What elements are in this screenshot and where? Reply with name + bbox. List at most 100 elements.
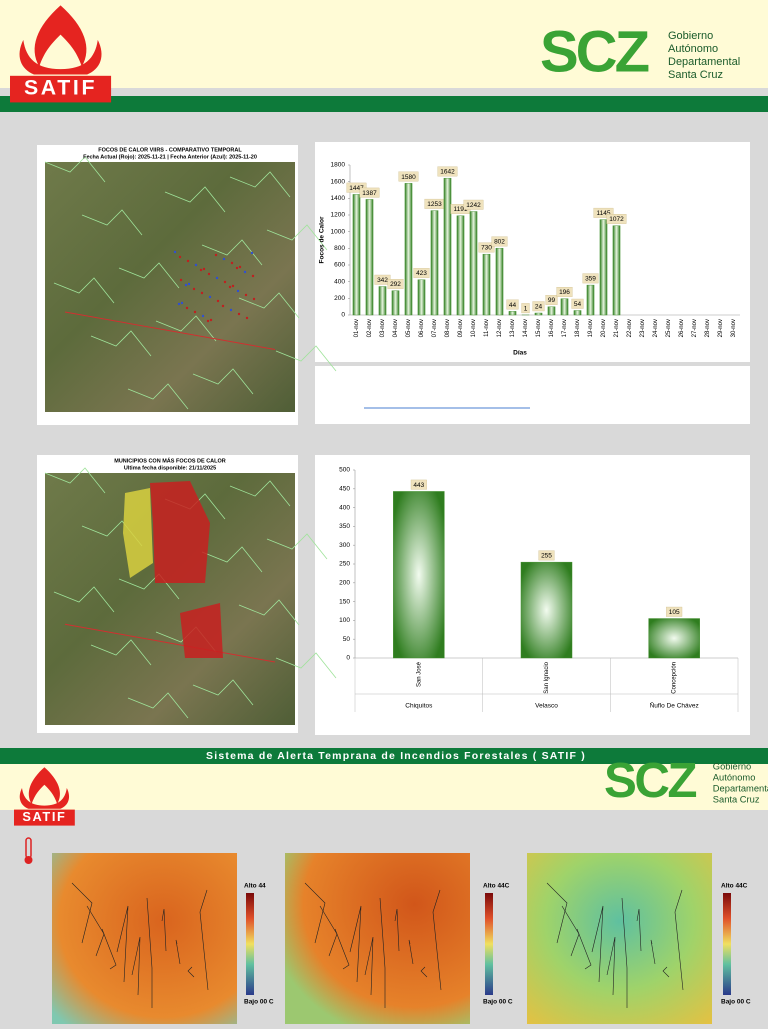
hotspot (236, 267, 238, 269)
data-label: 1242 (466, 202, 481, 209)
data-label: 292 (390, 281, 401, 288)
x-tick-label: 03-nov (380, 319, 386, 337)
y-tick-label: 1600 (331, 178, 346, 185)
temperature-map (285, 853, 470, 1024)
hotspot (253, 298, 255, 300)
map-image (45, 162, 295, 412)
bar (613, 226, 620, 315)
data-label: 443 (413, 482, 424, 489)
data-label: 1072 (609, 216, 624, 223)
legend-low: Bajo 00 C (721, 999, 751, 1006)
header (0, 0, 768, 112)
hotspot (252, 275, 254, 277)
x-tick-label: 17-nov (562, 319, 568, 337)
x-tick-label: 15-nov (536, 319, 542, 337)
map-subtitle: Fecha Actual (Rojo): 2025-11-21 | Fecha … (83, 154, 257, 160)
data-label: 99 (548, 297, 556, 304)
y-tick-label: 350 (339, 523, 350, 530)
hotspot (238, 313, 240, 315)
data-label: 359 (585, 276, 596, 283)
logo-text: SATIF (24, 76, 97, 100)
bar (649, 619, 700, 658)
brand: SCZ (604, 753, 696, 808)
y-tick-label: 300 (339, 542, 350, 549)
bar (561, 299, 568, 315)
color-bar (485, 893, 493, 995)
bar (353, 194, 360, 315)
org-line: Santa Cruz (668, 69, 723, 81)
data-label: 730 (481, 245, 492, 252)
hotspot (203, 268, 205, 270)
y-tick-label: 1200 (331, 212, 346, 219)
bar (366, 199, 373, 315)
bar (457, 216, 464, 315)
hotspot (216, 277, 218, 279)
map-title: MUNICIPIOS CON MÁS FOCOS DE CALOR (114, 457, 226, 464)
x-tick-label: San José (416, 661, 422, 687)
hotspot (174, 251, 176, 253)
hotspot (222, 305, 224, 307)
hotspot (251, 252, 253, 254)
x-tick-label: 19-nov (588, 319, 594, 337)
hotspot (207, 320, 209, 322)
y-tick-label: 0 (346, 655, 350, 662)
hotspot (217, 300, 219, 302)
hotspot (239, 266, 241, 268)
x-tick-label: 24-nov (653, 319, 659, 337)
hotspot (232, 285, 234, 287)
logo-text: SATIF (22, 809, 66, 824)
x-tick-label: 07-nov (432, 319, 438, 337)
hotspot (201, 292, 203, 294)
hotspot (181, 302, 183, 304)
data-label: 24 (535, 303, 543, 310)
y-tick-label: 250 (339, 561, 350, 568)
hotspot (193, 288, 195, 290)
bar (418, 280, 425, 315)
legend-high: Alto 44C (483, 883, 510, 890)
bar (600, 220, 607, 315)
y-tick-label: 800 (334, 245, 345, 252)
x-tick-label: 21-nov (614, 319, 620, 337)
hotspot (202, 315, 204, 317)
hotspot (179, 256, 181, 258)
hotspot (215, 254, 217, 256)
hotspot (223, 258, 225, 260)
legend-low: Bajo 00 C (244, 999, 274, 1006)
y-tick-label: 1400 (331, 195, 346, 202)
x-tick-label: San Ignacio (544, 661, 550, 693)
bar (470, 212, 477, 316)
bar (393, 491, 444, 658)
y-tick-label: 500 (339, 467, 350, 474)
x-tick-label: 11-nov (484, 319, 490, 337)
temperature-map (527, 853, 712, 1024)
y-tick-label: 1000 (331, 228, 346, 235)
banner: Sistema de Alerta Temprana de Incendios … (206, 750, 586, 762)
data-label: 1253 (427, 201, 442, 208)
y-tick-label: 400 (334, 278, 345, 285)
x-tick-label: 14-nov (523, 319, 529, 337)
x-tick-label: 05-nov (406, 319, 412, 337)
data-label: 1387 (362, 190, 377, 197)
y-tick-label: 50 (343, 636, 351, 643)
hotspot (200, 269, 202, 271)
bar (496, 248, 503, 315)
hotspot (244, 271, 246, 273)
strip (0, 88, 768, 96)
x-tick-label: 28-nov (705, 319, 711, 337)
hotspot (188, 283, 190, 285)
note-frame (315, 366, 750, 424)
hotspot (246, 317, 248, 319)
y-axis-label: Focos de Calor (319, 216, 326, 263)
brand: SCZ (540, 19, 649, 84)
x-tick-label: 01-nov (354, 319, 360, 337)
data-label: 105 (669, 609, 680, 616)
hotspot (185, 284, 187, 286)
org-line: Gobierno (668, 30, 713, 42)
x-tick-label: 16-nov (549, 319, 555, 337)
header-bg (0, 0, 768, 88)
x-tick-label: 25-nov (666, 319, 672, 337)
hotspot (245, 294, 247, 296)
group-label: Chiquitos (405, 703, 433, 710)
y-tick-label: 450 (339, 486, 350, 493)
hotspot (224, 281, 226, 283)
